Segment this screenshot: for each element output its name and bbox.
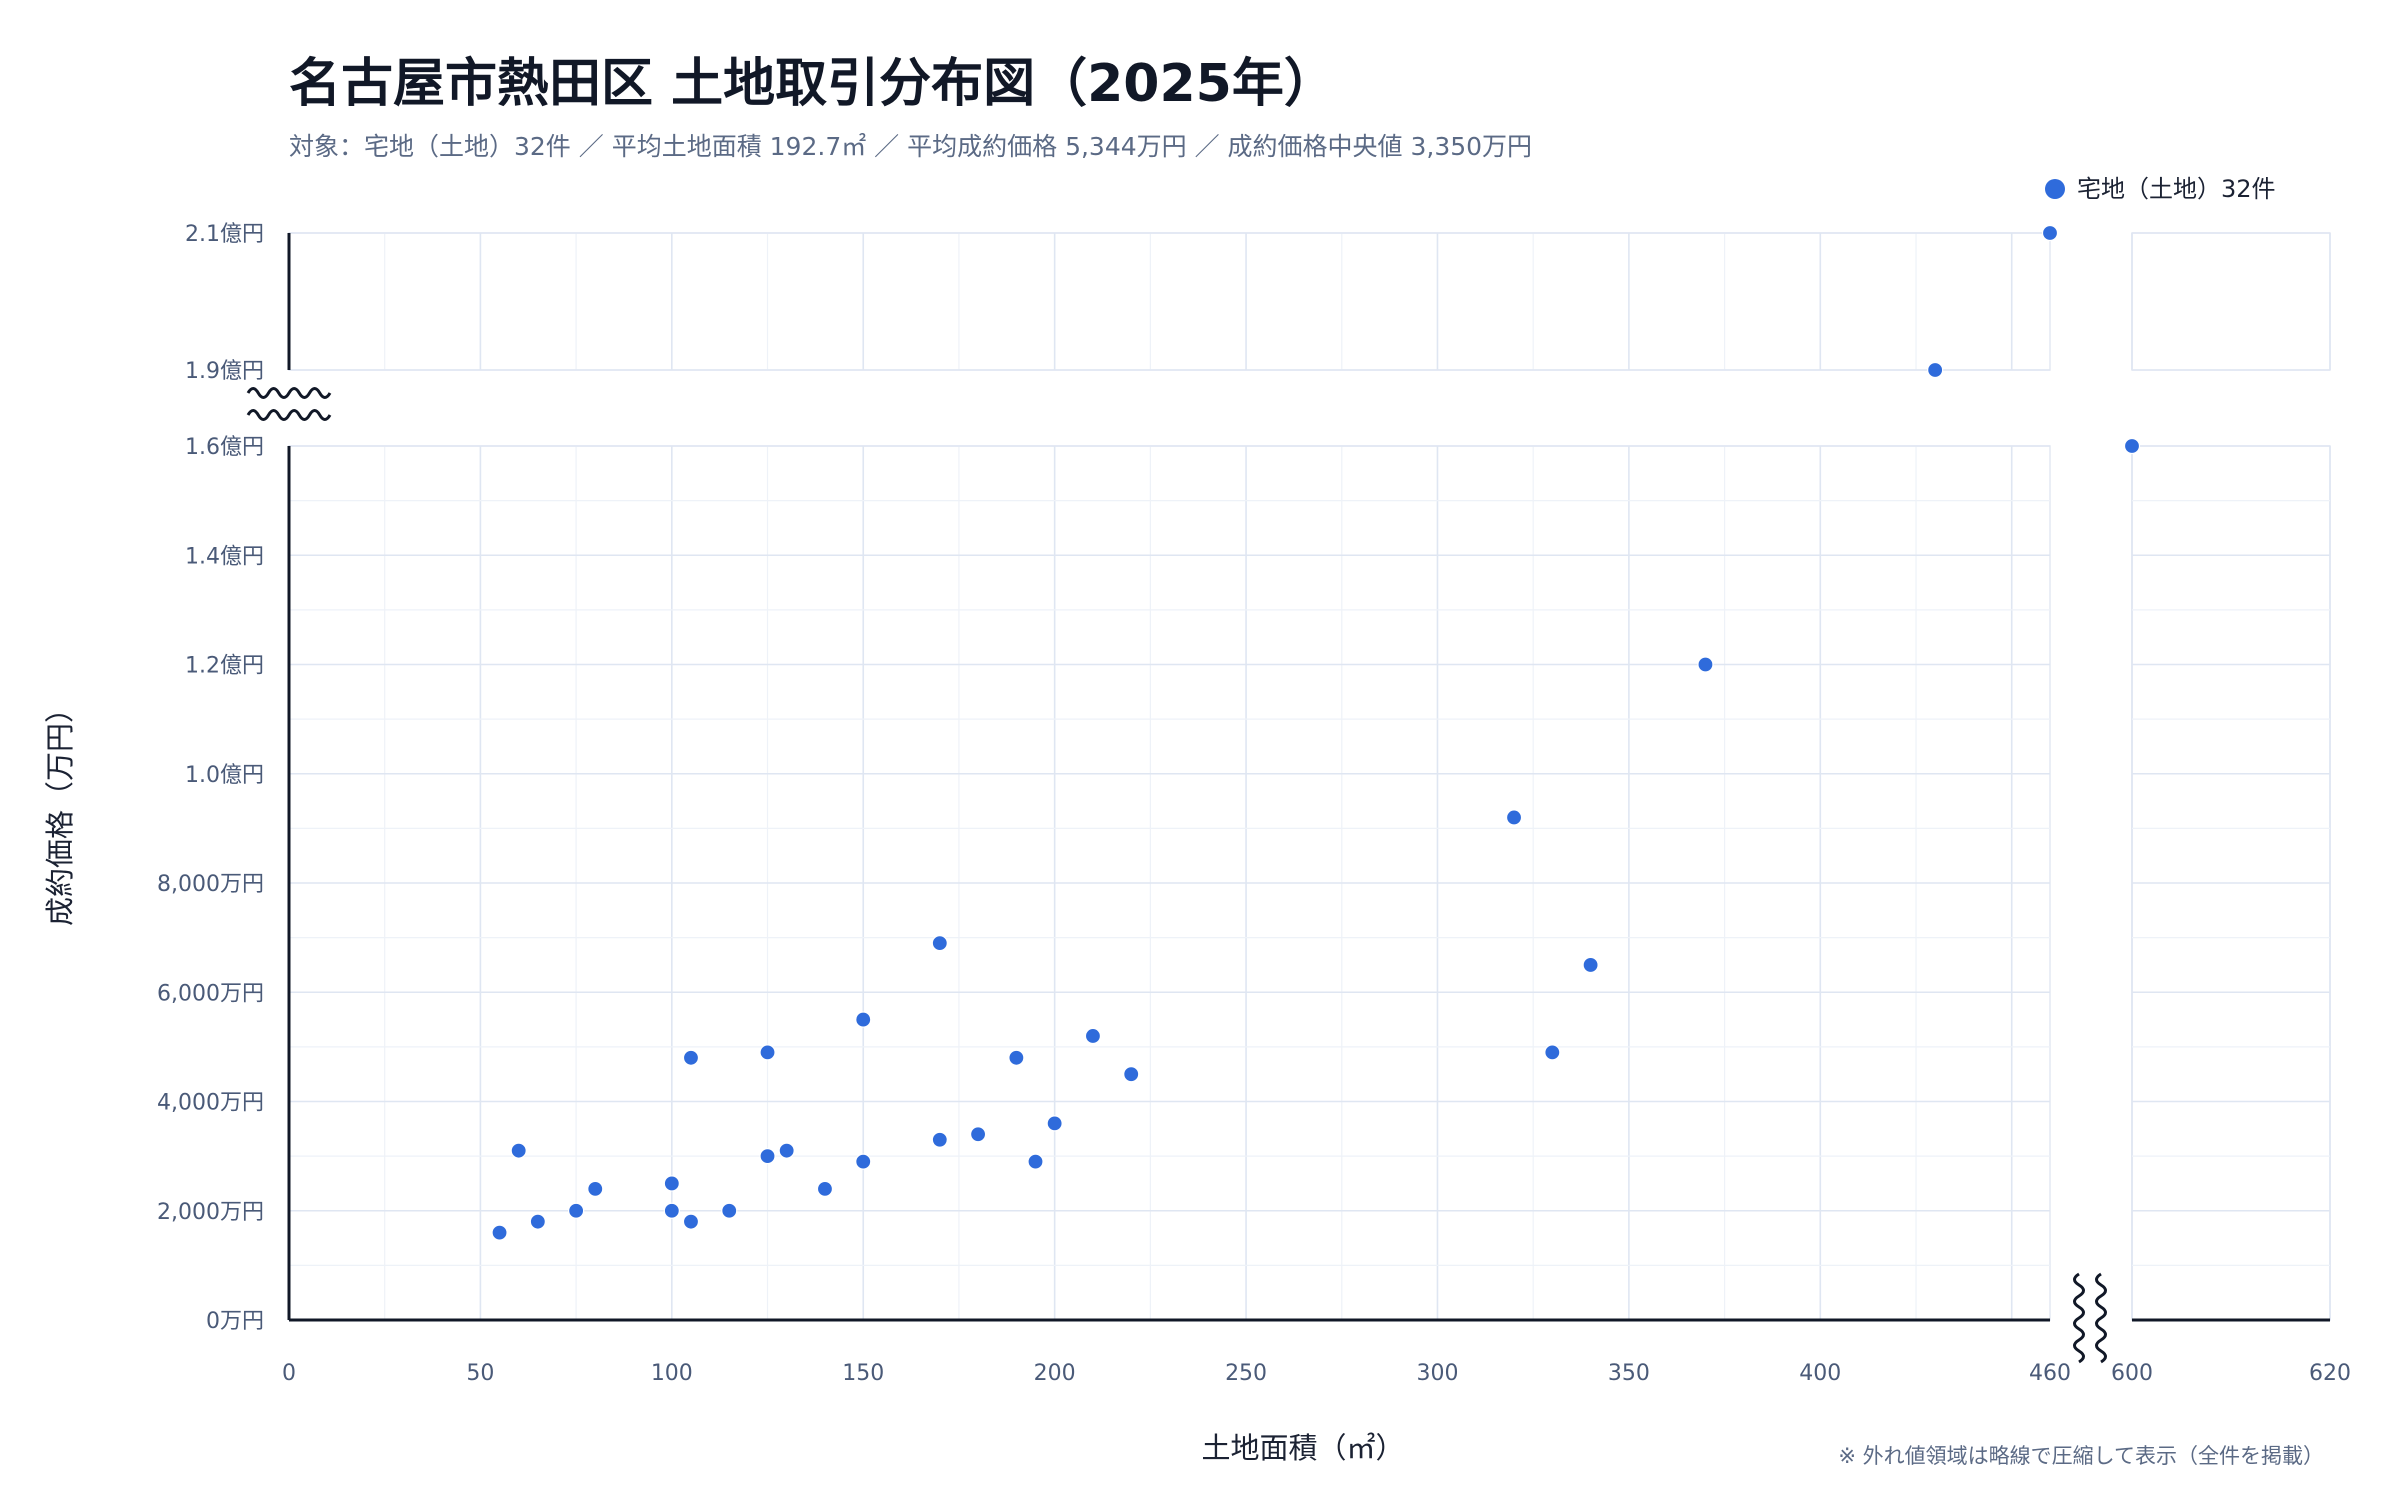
legend-label: 宅地（土地）32件 xyxy=(2077,175,2276,203)
data-point xyxy=(663,1175,680,1192)
x-axis-break-mark xyxy=(2095,1272,2107,1364)
data-point xyxy=(682,1049,700,1066)
chart-subtitle: 対象：宅地（土地）32件 ／ 平均土地面積 192.7㎡ ／ 平均成約価格 5,… xyxy=(289,132,1532,161)
y-tick-label: 1.0億円 xyxy=(185,763,264,788)
y-tick-label: 1.4億円 xyxy=(185,544,264,569)
y-tick-label: 4,000万円 xyxy=(157,1091,264,1116)
data-point xyxy=(1505,809,1523,826)
x-tick-label: 250 xyxy=(1225,1361,1267,1386)
data-point xyxy=(568,1202,585,1219)
legend-marker xyxy=(2045,179,2065,199)
data-point xyxy=(721,1202,738,1219)
data-point xyxy=(855,1011,872,1028)
x-tick-label: 150 xyxy=(842,1361,884,1386)
x-tick-label: 350 xyxy=(1608,1361,1650,1386)
data-point xyxy=(931,934,948,952)
data-point xyxy=(1123,1066,1140,1083)
grid-panel xyxy=(288,232,2051,371)
data-point xyxy=(510,1142,527,1159)
x-tick-label: 460 xyxy=(2029,1361,2071,1386)
y-tick-label: 0万円 xyxy=(206,1309,264,1334)
x-tick-label: 200 xyxy=(1034,1361,1076,1386)
axes xyxy=(246,233,2330,1364)
data-point xyxy=(529,1213,546,1230)
data-point xyxy=(1046,1115,1063,1132)
data-point xyxy=(1927,361,1944,379)
data-point xyxy=(1008,1049,1025,1066)
y-tick-label: 8,000万円 xyxy=(157,872,264,897)
footnote: ※ 外れ値領域は略線で圧縮して表示（全件を掲載） xyxy=(1838,1444,2324,1468)
data-point xyxy=(1697,656,1714,673)
x-tick-label: 300 xyxy=(1416,1361,1458,1386)
data-point xyxy=(969,1126,987,1143)
data-point xyxy=(1582,956,1599,974)
data-point xyxy=(682,1213,700,1230)
data-point xyxy=(2123,437,2141,455)
x-axis-title: 土地面積（㎡） xyxy=(1201,1431,1404,1465)
data-point xyxy=(816,1180,834,1198)
y-tick-label: 1.2億円 xyxy=(185,654,264,679)
grid xyxy=(288,232,2331,1321)
y-axis-break-mark xyxy=(246,387,332,399)
y-tick-label: 2,000万円 xyxy=(157,1200,264,1225)
y-tick-label: 2.1億円 xyxy=(185,222,264,247)
data-point xyxy=(663,1202,680,1219)
x-tick-label: 400 xyxy=(1799,1361,1841,1386)
x-tick-label: 620 xyxy=(2309,1361,2351,1386)
data-point xyxy=(1084,1027,1102,1045)
tick-labels: 0 50 100 150 200 250 300 350 400 460 600 620 0万円 2,00… xyxy=(157,222,2351,1386)
data-point xyxy=(931,1131,948,1148)
x-axis-break-mark xyxy=(2073,1272,2085,1364)
y-axis-break-mark xyxy=(246,409,332,421)
data-point xyxy=(491,1224,508,1241)
data-point xyxy=(759,1044,776,1061)
x-tick-label: 600 xyxy=(2111,1361,2153,1386)
y-axis-title: 成約価格（万円） xyxy=(43,694,77,926)
chart-title: 名古屋市熱田区 土地取引分布図（2025年） xyxy=(289,54,1336,114)
data-point xyxy=(1027,1153,1044,1170)
data-point xyxy=(587,1180,604,1198)
y-tick-label: 1.6億円 xyxy=(185,435,264,460)
x-tick-label: 50 xyxy=(466,1361,494,1386)
y-tick-label: 6,000万円 xyxy=(157,981,264,1006)
y-tick-label: 1.9億円 xyxy=(185,359,264,384)
data-point xyxy=(778,1142,795,1159)
legend: 宅地（土地）32件 xyxy=(2045,175,2276,203)
data-point xyxy=(855,1153,872,1170)
x-tick-label: 100 xyxy=(651,1361,693,1386)
data-point xyxy=(759,1148,776,1165)
x-tick-label: 0 xyxy=(282,1361,296,1386)
data-point xyxy=(2041,224,2059,242)
data-points xyxy=(491,224,2141,1241)
data-point xyxy=(1544,1044,1561,1061)
grid-panel xyxy=(2131,232,2331,371)
